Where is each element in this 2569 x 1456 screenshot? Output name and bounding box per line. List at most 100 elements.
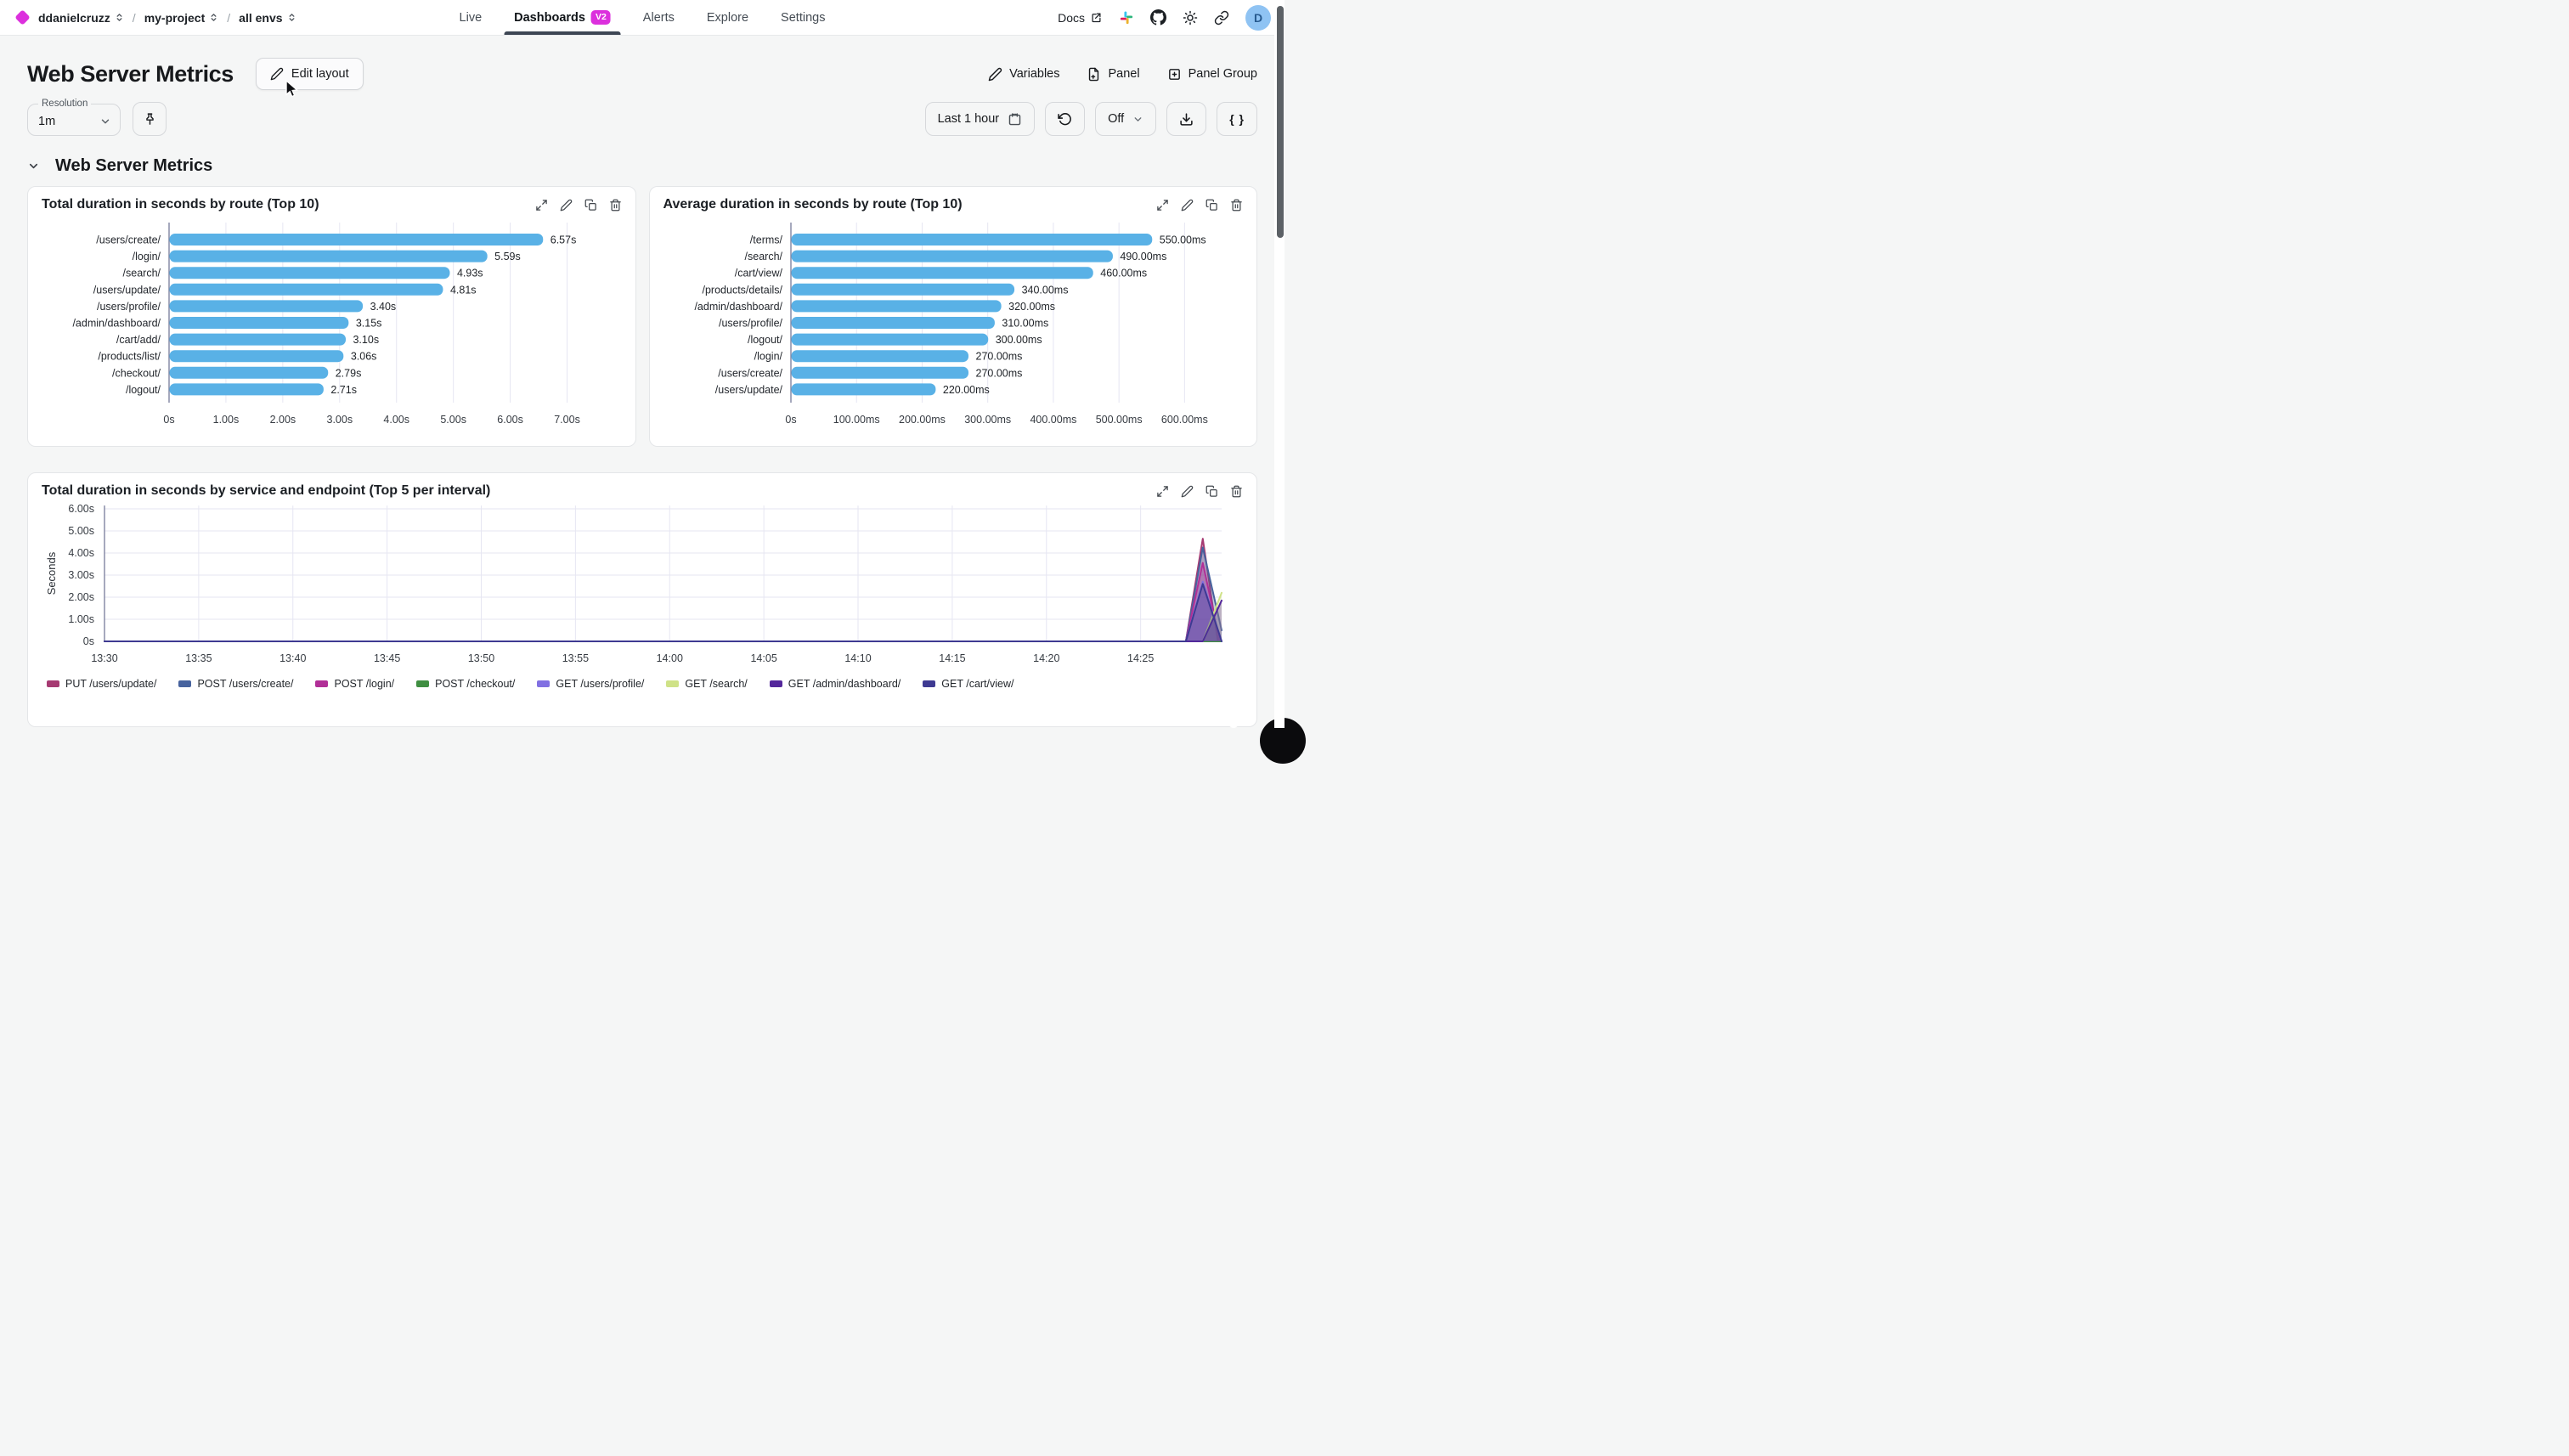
x-tick-label: 0s [163, 414, 174, 426]
tab-live[interactable]: Live [459, 10, 483, 25]
bar[interactable] [791, 366, 968, 379]
pin-resolution-button[interactable] [133, 102, 167, 136]
bar[interactable] [169, 300, 364, 313]
series-line[interactable] [104, 580, 1222, 642]
edit-icon[interactable] [1181, 199, 1194, 212]
bar[interactable] [791, 383, 935, 396]
expand-icon[interactable] [535, 199, 548, 212]
legend-item[interactable]: GET /cart/view/ [923, 678, 1014, 690]
slack-link[interactable] [1119, 10, 1134, 25]
bar[interactable] [791, 317, 995, 329]
duplicate-icon[interactable] [1205, 199, 1218, 212]
bar[interactable] [791, 300, 1002, 313]
y-tick-label: 0s [83, 635, 94, 647]
edit-layout-button[interactable]: Edit layout [255, 58, 364, 90]
edit-icon[interactable] [1181, 485, 1194, 498]
duplicate-icon[interactable] [1205, 485, 1218, 498]
bar[interactable] [169, 267, 450, 279]
tab-settings[interactable]: Settings [781, 10, 826, 25]
docs-link[interactable]: Docs [1058, 11, 1103, 25]
external-link-icon [1092, 13, 1101, 23]
tab-dashboards[interactable]: Dashboards V2 [504, 0, 621, 35]
category-label: /terms/ [749, 234, 782, 246]
breadcrumb-org[interactable]: ddanielcruzz [38, 11, 124, 25]
breadcrumb-project[interactable]: my-project [144, 11, 219, 25]
bar[interactable] [791, 267, 1093, 279]
expand-icon[interactable] [1156, 485, 1169, 498]
resolution-label: Resolution [42, 99, 88, 109]
legend-item[interactable]: PUT /users/update/ [47, 678, 156, 690]
series-area [104, 539, 1218, 641]
bar[interactable] [791, 333, 988, 346]
delete-icon[interactable] [609, 199, 622, 212]
legend-item[interactable]: GET /admin/dashboard/ [769, 678, 901, 690]
page-header: Web Server Metrics Edit layout Variables… [0, 36, 1284, 90]
share-link-button[interactable] [1214, 10, 1229, 25]
bar[interactable] [791, 234, 1152, 245]
bar[interactable] [169, 317, 349, 329]
main-nav-tabs: Live Dashboards V2 Alerts Explore Settin… [459, 0, 826, 35]
legend-item[interactable]: POST /checkout/ [416, 678, 515, 690]
bar[interactable] [169, 366, 329, 379]
bar[interactable] [169, 234, 544, 245]
legend-item[interactable]: GET /users/profile/ [537, 678, 644, 690]
category-label: /logout/ [126, 384, 161, 396]
series-line[interactable] [104, 538, 1219, 642]
breadcrumb-env[interactable]: all envs [239, 11, 296, 25]
panel-total-duration-by-route: Total duration in seconds by route (Top … [27, 186, 636, 447]
resolution-select[interactable]: Resolution 1m [27, 99, 121, 136]
series-line[interactable] [104, 583, 1222, 642]
top-nav: ddanielcruzz / my-project / all envs Liv… [0, 0, 1284, 36]
collapse-section-button[interactable] [27, 160, 40, 172]
line-chart-duration-by-endpoint[interactable]: 0s 1.00s 2.00s 3.00s 4.00s 5.00s 6.00s 13:30 13:… [42, 500, 1245, 667]
bar[interactable] [791, 350, 968, 363]
panel-duration-by-service-endpoint: Total duration in seconds by service and… [27, 472, 1257, 727]
github-link[interactable] [1150, 9, 1166, 25]
user-avatar[interactable]: D [1245, 4, 1271, 31]
json-view-button[interactable]: { } [1217, 102, 1257, 136]
delete-icon[interactable] [1230, 485, 1243, 498]
theme-toggle[interactable] [1183, 10, 1198, 25]
refresh-button[interactable] [1045, 102, 1086, 136]
series-line[interactable] [104, 599, 1222, 642]
page-scrollbar-thumb[interactable] [1277, 6, 1284, 238]
add-panel-button[interactable]: Panel [1087, 67, 1140, 82]
time-range-button[interactable]: Last 1 hour [924, 102, 1036, 136]
bar[interactable] [169, 333, 346, 346]
bar-chart-total-duration[interactable]: 0s 1.00s 2.00s 3.00s 4.00s 5.00s 6.00s 7.00s/us… [42, 214, 619, 428]
variables-button[interactable]: Variables [988, 67, 1059, 82]
series-line[interactable] [104, 546, 1222, 642]
bar-chart-average-duration[interactable]: 0s 100.00ms 200.00ms 300.00ms 400.00ms 500.00… [663, 214, 1241, 428]
value-label: 490.00ms [1120, 251, 1166, 262]
bar[interactable] [169, 250, 488, 262]
app-logo-icon[interactable] [14, 9, 31, 25]
select-arrows-icon [211, 14, 217, 21]
x-tick-label: 6.00s [497, 414, 523, 426]
expand-icon[interactable] [1156, 199, 1169, 212]
x-tick-label: 13:55 [562, 652, 589, 664]
x-tick-label: 2.00s [270, 414, 296, 426]
legend-item[interactable]: POST /users/create/ [178, 678, 293, 690]
tab-explore[interactable]: Explore [706, 10, 749, 25]
x-tick-label: 13:30 [91, 652, 117, 664]
legend-item[interactable]: POST /login/ [315, 678, 394, 690]
bar[interactable] [169, 383, 324, 396]
auto-refresh-select[interactable]: Off [1095, 102, 1157, 136]
legend-label: PUT /users/update/ [65, 678, 157, 690]
panel-scrollbar[interactable] [1228, 696, 1239, 728]
bar[interactable] [169, 283, 443, 296]
edit-icon[interactable] [560, 199, 573, 212]
time-controls: Last 1 hour Off { } [924, 102, 1257, 136]
delete-icon[interactable] [1230, 199, 1243, 212]
legend-item[interactable]: GET /search/ [666, 678, 748, 690]
panels-grid: Total duration in seconds by route (Top … [27, 186, 1257, 447]
bar[interactable] [169, 350, 344, 363]
add-panel-group-button[interactable]: Panel Group [1167, 67, 1257, 82]
category-label: /checkout/ [112, 367, 161, 379]
bar[interactable] [791, 283, 1014, 296]
tab-alerts[interactable]: Alerts [642, 10, 675, 25]
download-button[interactable] [1166, 102, 1207, 136]
series-line[interactable] [104, 591, 1222, 642]
duplicate-icon[interactable] [584, 199, 597, 212]
bar[interactable] [791, 250, 1113, 262]
